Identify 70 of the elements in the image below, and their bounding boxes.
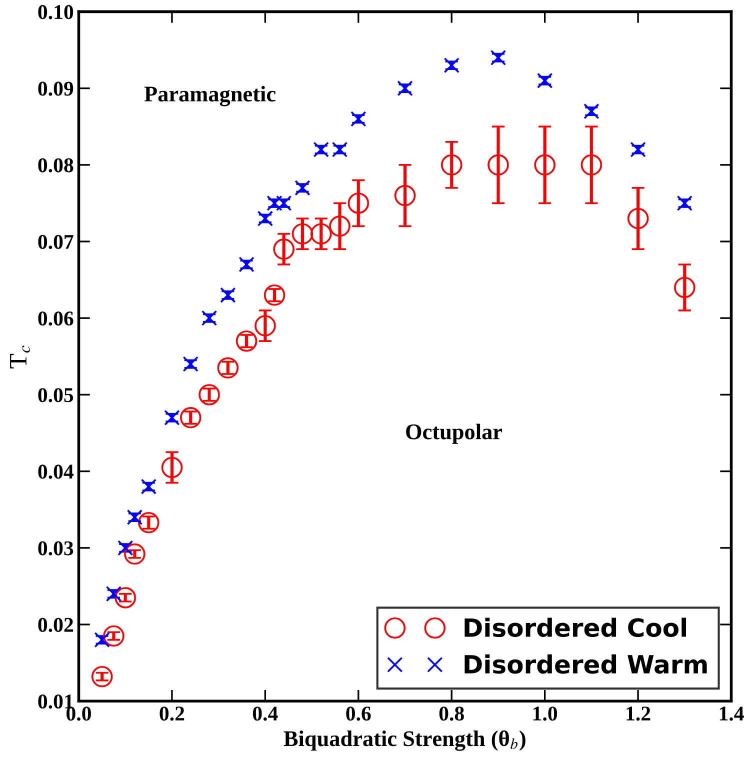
y-tick-label: 0.02 (38, 618, 73, 632)
point (397, 80, 413, 96)
point (182, 356, 198, 372)
point (164, 410, 180, 426)
point (630, 142, 646, 158)
legend-label: Disordered Warm (464, 654, 707, 674)
point (220, 287, 236, 303)
point (313, 142, 329, 158)
point (329, 216, 350, 237)
point (394, 184, 416, 206)
point (201, 310, 218, 326)
point (114, 587, 136, 608)
point (294, 180, 310, 196)
point (264, 284, 286, 306)
point (198, 384, 220, 406)
point (534, 154, 556, 176)
x-tick-label: 0.6 (346, 706, 371, 721)
point (292, 223, 314, 244)
y-tick-label: 0.04 (38, 464, 74, 479)
legend-label: Disordered Cool (464, 618, 686, 638)
x-tick-label: 0.2 (160, 706, 184, 721)
point (348, 192, 370, 214)
point (332, 142, 348, 158)
point (180, 407, 202, 428)
y-tick-label: 0.06 (38, 311, 74, 326)
point (126, 509, 143, 526)
point (238, 256, 254, 272)
point (106, 586, 122, 602)
y-tick-label: 0.09 (38, 82, 74, 96)
point (118, 540, 134, 556)
x-tick-label: 1.2 (626, 706, 650, 721)
point (138, 512, 160, 534)
point (140, 478, 157, 494)
point (91, 666, 113, 688)
annotation: Octupolar (406, 424, 502, 444)
point (674, 276, 696, 298)
point (161, 456, 183, 478)
y-tick-label: 0.08 (38, 158, 74, 172)
x-tick-label: 0.8 (439, 706, 464, 721)
point (217, 357, 239, 379)
point (236, 330, 258, 352)
y-tick-label: 0.05 (38, 388, 74, 402)
point (440, 154, 462, 176)
y-tick-label: 0.01 (38, 694, 73, 709)
point (254, 315, 276, 336)
point (350, 111, 366, 127)
y-tick-label: 0.07 (38, 234, 74, 250)
point (488, 154, 509, 176)
point (444, 57, 460, 74)
point (627, 208, 649, 230)
point (310, 223, 332, 244)
x-tick-label: 0.4 (252, 706, 278, 721)
point (536, 72, 553, 88)
x-tick-label: 0.0 (66, 706, 91, 721)
y-tick-label: 0.03 (38, 541, 74, 556)
x-tick-label: 1.0 (533, 706, 558, 721)
point (676, 195, 692, 212)
x-axis-title: Biquadratic Strength (θ$_{b}$) (284, 730, 526, 751)
point (124, 543, 146, 565)
y-tick-label: 0.10 (38, 5, 74, 20)
point (490, 50, 506, 66)
y-axis-title: T$_{c}$ (10, 346, 30, 368)
point (257, 210, 274, 226)
point (584, 103, 600, 120)
point (94, 632, 110, 648)
annotation: Paramagnetic (144, 86, 276, 106)
x-tick-label: 1.4 (720, 706, 744, 721)
point (580, 154, 602, 176)
point (103, 625, 124, 647)
point (273, 238, 294, 260)
